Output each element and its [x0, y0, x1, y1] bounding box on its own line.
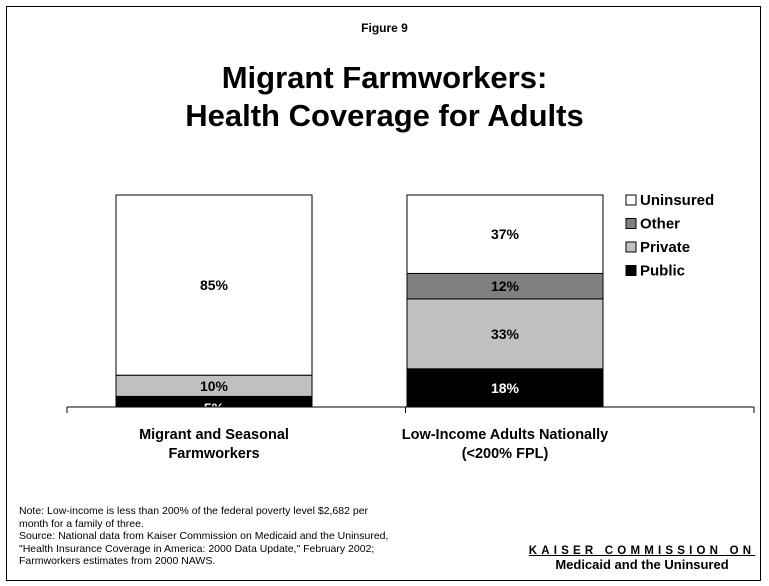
footnote-line: Farmworkers estimates from 2000 NAWS. [19, 555, 216, 567]
logo-top-line: KAISER COMMISSION ON [528, 545, 756, 557]
bar-segment-uninsured [406, 194, 604, 274]
legend-swatch [625, 241, 637, 253]
footnote-line: Source: National data from Kaiser Commis… [19, 530, 389, 542]
bar-segment-private [406, 298, 604, 370]
data-label: 18% [491, 380, 520, 396]
footnote-line: "Health Insurance Coverage in America: 2… [19, 542, 375, 555]
logo-bottom-line: Medicaid and the Uninsured [555, 557, 729, 572]
kaiser-logo: KAISER COMMISSION ON Medicaid and the Un… [511, 545, 769, 572]
chart-title-line-2: Health Coverage for Adults [185, 98, 584, 133]
figure-label: Figure 9 [361, 21, 408, 35]
figure-frame: Figure 9 Migrant Farmworkers: Health Cov… [6, 6, 761, 581]
legend-swatch [625, 265, 637, 276]
bar-segment-public [406, 368, 604, 408]
footnote: Note: Low-income is less than 200% of th… [19, 505, 539, 568]
legend-entry: Public [640, 263, 685, 280]
data-label: 85% [200, 277, 229, 293]
legend-entry: Uninsured [640, 192, 714, 209]
legend-swatch [625, 218, 637, 229]
data-label: 33% [491, 326, 520, 342]
chart-title: Migrant Farmworkers: Health Coverage for… [7, 59, 762, 135]
legend-entry: Private [640, 239, 690, 256]
footnote-line: month for a family of three. [19, 517, 144, 530]
data-label: 37% [491, 226, 520, 242]
data-label: 12% [491, 278, 520, 294]
legend-swatch [625, 194, 637, 206]
data-label: 10% [200, 378, 229, 394]
stacked-bar-chart: 5% 10% 85% 18% 33% 12% 37% Migrant and Seasonal… [66, 192, 755, 462]
data-label: 5% [204, 400, 225, 416]
chart-title-line-1: Migrant Farmworkers: [221, 60, 548, 95]
category-label: (<200% FPL) [462, 446, 549, 462]
category-label: Low-Income Adults Nationally [402, 427, 609, 443]
bar-segment-other [406, 272, 604, 300]
bar-segment-uninsured [115, 194, 313, 376]
legend-entry: Other [640, 216, 680, 233]
category-label: Farmworkers [168, 446, 259, 462]
category-label: Migrant and Seasonal [139, 427, 289, 443]
footnote-line: Note: Low-income is less than 200% of th… [19, 505, 369, 517]
